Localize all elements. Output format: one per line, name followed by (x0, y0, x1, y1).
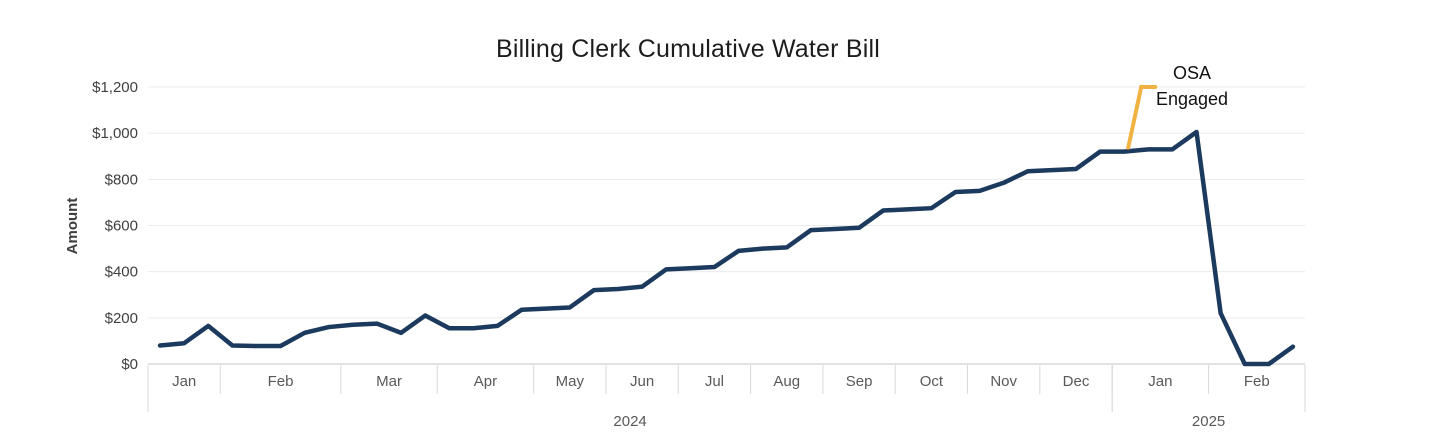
month-label: Dec (1063, 373, 1090, 390)
month-label: Feb (1244, 373, 1270, 390)
month-label: Mar (376, 373, 402, 390)
month-label: Jan (172, 373, 196, 390)
y-tick-label: $800 (105, 171, 138, 188)
month-label: Nov (990, 373, 1017, 390)
annotation-osa-line1: OSA (1173, 63, 1211, 83)
month-label: Feb (268, 373, 294, 390)
month-label: Aug (773, 373, 800, 390)
y-tick-label: $0 (121, 356, 138, 373)
y-tick-label: $200 (105, 310, 138, 327)
month-label: Jun (630, 373, 654, 390)
y-tick-label: $600 (105, 218, 138, 235)
y-axis-title: Amount (64, 198, 81, 255)
month-label: Apr (474, 373, 497, 390)
chart-title: Billing Clerk Cumulative Water Bill (496, 35, 880, 63)
gridlines (148, 86, 1305, 365)
annotation-osa-line2: Engaged (1156, 89, 1228, 109)
month-label: May (556, 373, 585, 390)
data-series (157, 129, 1296, 367)
annotation-layer (1126, 85, 1158, 150)
y-tick-label: $1,000 (92, 125, 138, 142)
year-label: 2025 (1192, 413, 1225, 430)
bill-series-line (157, 129, 1296, 367)
y-tick-label: $1,200 (92, 79, 138, 96)
year-label: 2024 (613, 413, 646, 430)
y-tick-label: $400 (105, 264, 138, 281)
axes: $0 $200 $400 $600 $800 $1,000 $1,200 Jan Feb Mar A… (92, 79, 1306, 430)
month-label: Jul (705, 373, 724, 390)
month-label: Sep (846, 373, 873, 390)
osa-callout-line (1126, 85, 1158, 150)
month-label: Jan (1148, 373, 1172, 390)
month-label: Oct (920, 373, 944, 390)
